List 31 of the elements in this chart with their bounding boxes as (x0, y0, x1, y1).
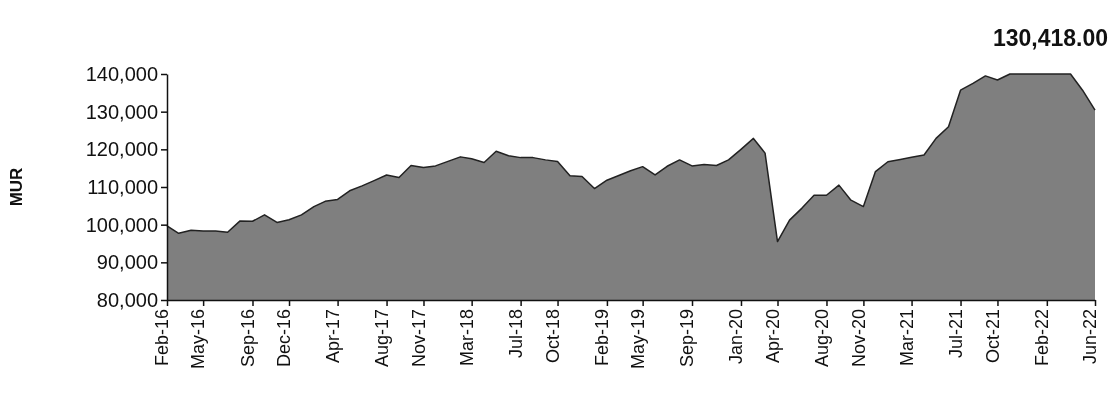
y-tick-label: 100,000 (85, 213, 158, 236)
y-tick-label: 120,000 (85, 138, 158, 161)
x-tick-label: Jan-20 (726, 309, 747, 365)
x-tick-label: Feb-22 (1031, 309, 1052, 367)
x-tick-label: Apr-17 (322, 309, 343, 364)
y-tick-label: 80,000 (96, 288, 158, 311)
x-tick-label: Nov-17 (408, 309, 429, 368)
x-tick-label: Jun-22 (1080, 309, 1101, 365)
x-tick-label: Apr-20 (762, 309, 783, 364)
y-tick-label: 140,000 (85, 62, 158, 85)
x-tick-label: Oct-21 (982, 309, 1003, 364)
chart-title: 130,418.00 (992, 25, 1108, 51)
x-tick-label: Sep-16 (237, 309, 258, 368)
x-tick-label: Sep-19 (677, 309, 698, 368)
x-tick-label: Feb-16 (152, 309, 173, 367)
y-tick-label: 110,000 (87, 175, 158, 198)
y-tick-label: 90,000 (96, 251, 158, 274)
x-tick-label: Mar-18 (456, 309, 477, 367)
x-tick-label: Oct-18 (542, 309, 563, 364)
x-tick-label: Nov-20 (848, 309, 869, 368)
x-tick-label: Aug-17 (371, 309, 392, 368)
y-tick-label: 130,000 (85, 100, 158, 123)
x-tick-label: Feb-19 (592, 309, 613, 367)
x-tick-label: Aug-20 (811, 309, 832, 368)
x-tick-label: Dec-16 (274, 309, 295, 368)
y-axis-title: MUR (7, 167, 26, 207)
x-tick-label: Jul-21 (945, 309, 966, 359)
x-tick-label: May-16 (188, 309, 209, 370)
x-tick-label: May-19 (627, 309, 648, 370)
x-tick-label: Jul-18 (505, 309, 526, 359)
x-tick-label: Mar-21 (896, 309, 917, 367)
